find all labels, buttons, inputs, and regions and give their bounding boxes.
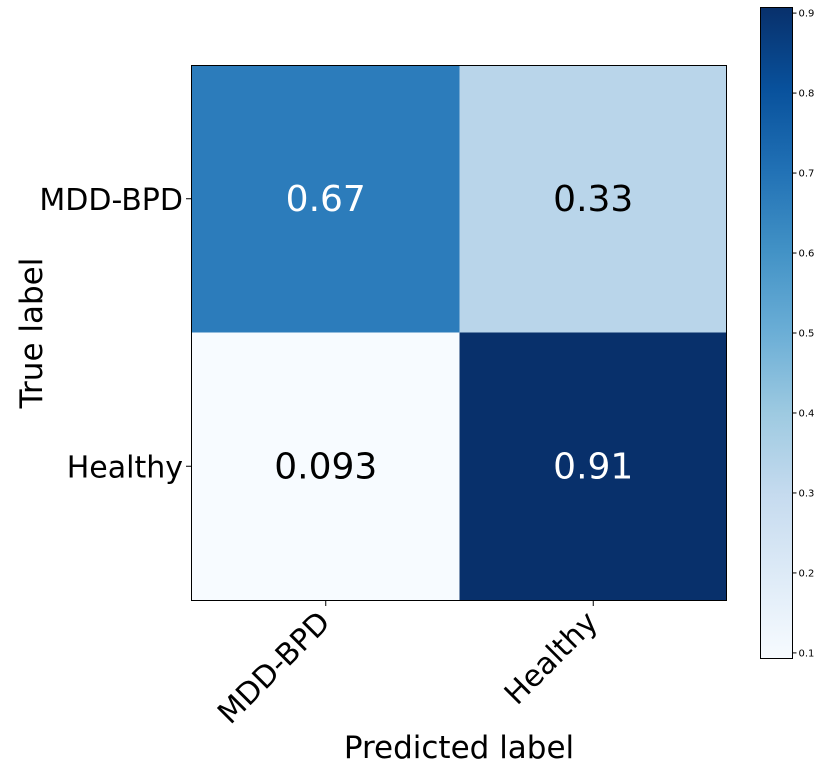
y-axis-ticks: MDD-BPD Healthy	[39, 183, 192, 485]
colorbar-tick-label: 0.5	[799, 329, 815, 340]
colorbar: 0.1 0.2 0.3 0.4 0.5 0.6 0.7 0.8 0.9	[760, 7, 815, 659]
colorbar-tick-label: 0.4	[799, 408, 815, 419]
colorbar-gradient	[760, 7, 793, 659]
colorbar-tick-label: 0.7	[799, 169, 815, 180]
colorbar-tick-label: 0.3	[799, 488, 815, 499]
x-tick-label: Healthy	[498, 605, 605, 712]
heatmap-cell	[459, 65, 727, 333]
x-axis-ticks: MDD-BPD Healthy	[211, 600, 605, 731]
x-tick-label: MDD-BPD	[211, 605, 337, 731]
plot-frame	[191, 65, 727, 601]
colorbar-tick-label: 0.9	[799, 9, 815, 20]
cell-value-label: 0.093	[274, 446, 377, 487]
colorbar-tick-label: 0.6	[799, 249, 815, 260]
cell-value-label: 0.67	[286, 179, 366, 220]
heatmap-cell-labels: 0.67 0.33 0.093 0.91	[274, 179, 633, 488]
heatmap-cell	[192, 65, 460, 333]
colorbar-tick-label: 0.2	[799, 568, 815, 579]
y-tick-label: MDD-BPD	[39, 183, 183, 218]
x-axis-label: Predicted label	[344, 730, 574, 766]
y-tick-label: Healthy	[67, 450, 183, 485]
heatmap-cell	[459, 332, 727, 600]
colorbar-tick-label: 0.8	[799, 89, 815, 100]
heatmap-cells	[192, 65, 727, 600]
colorbar-tick-label: 0.1	[799, 648, 815, 659]
colorbar-ticks: 0.1 0.2 0.3 0.4 0.5 0.6 0.7 0.8 0.9	[792, 9, 815, 659]
heatmap-cell	[192, 332, 460, 600]
cell-value-label: 0.33	[553, 179, 633, 220]
cell-value-label: 0.91	[553, 446, 633, 487]
y-axis-label: True label	[14, 258, 50, 410]
